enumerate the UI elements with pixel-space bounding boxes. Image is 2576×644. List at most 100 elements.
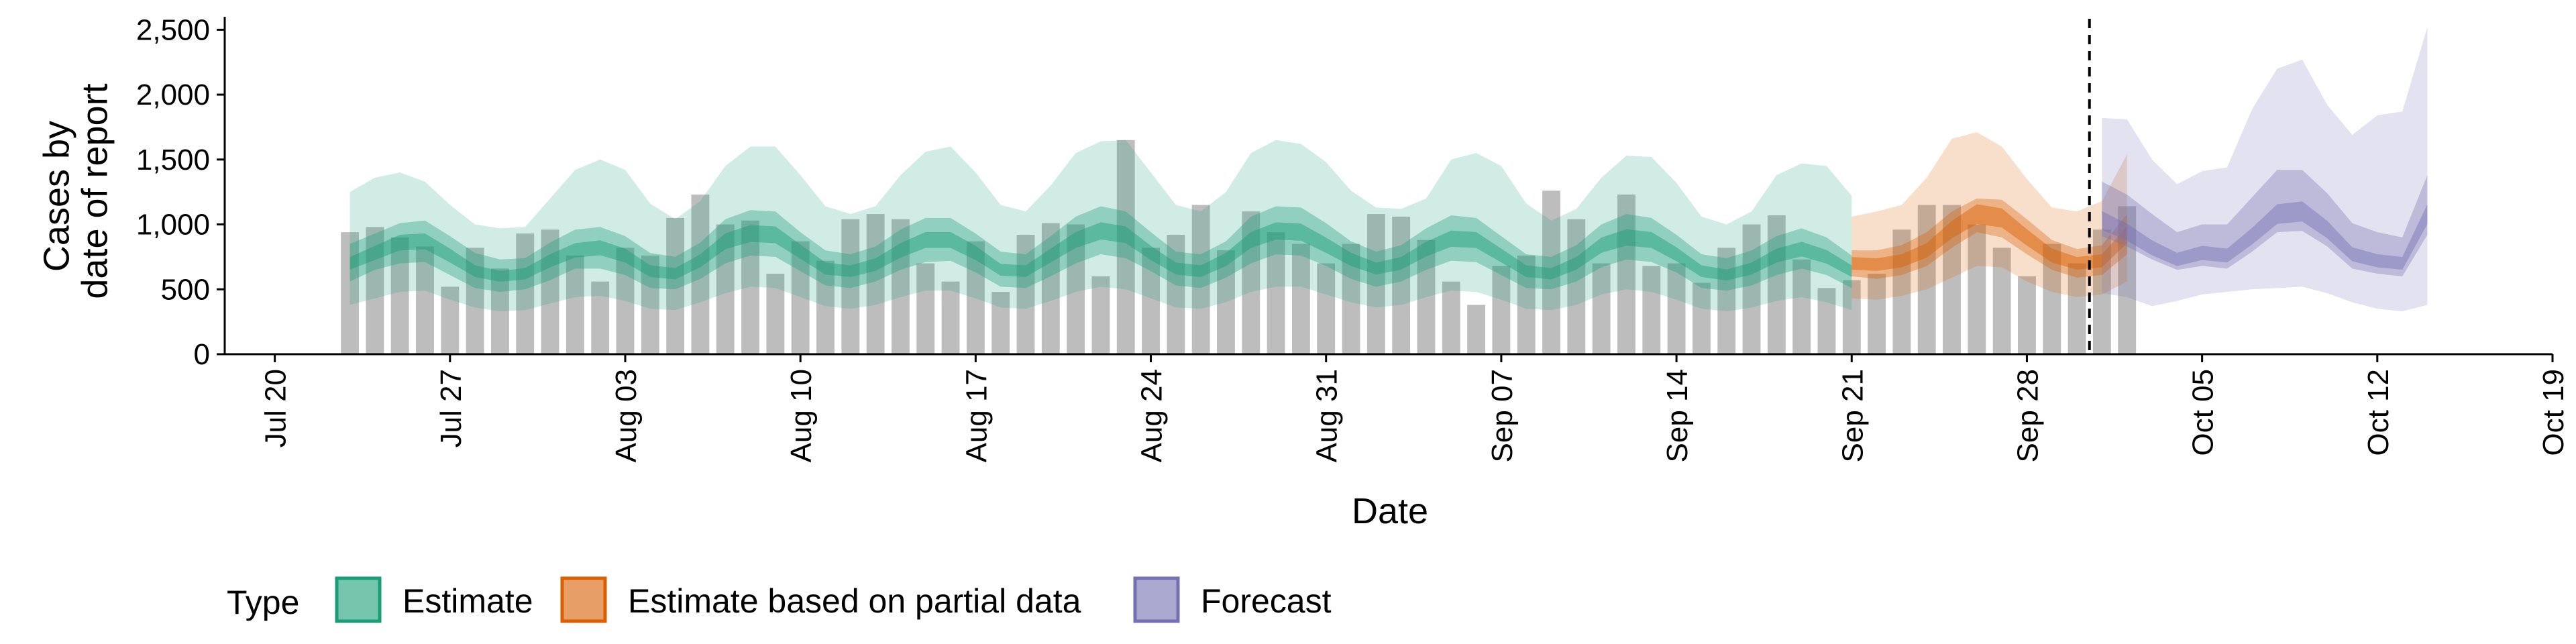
y-tick-label: 2,000 (136, 78, 210, 111)
x-tick-label: Aug 03 (610, 369, 643, 462)
x-tick-label: Jul 27 (435, 369, 468, 447)
y-axis-title-line-2: date of report (74, 83, 115, 299)
case-bar (941, 281, 960, 354)
case-bar (1692, 282, 1711, 354)
case-bar (1892, 229, 1911, 354)
case-bar (1868, 274, 1886, 354)
case-bar (1792, 259, 1811, 354)
case-bar (841, 219, 860, 354)
case-bar (1742, 224, 1761, 354)
legend-key-estimate (335, 576, 382, 623)
case-bar (591, 281, 610, 354)
case-bar (341, 232, 359, 354)
case-bar (2118, 206, 2137, 354)
y-tick-label: 2,500 (136, 13, 210, 46)
legend-label-partial: Estimate based on partial data (628, 582, 1081, 620)
case-bar (1067, 224, 1085, 354)
case-bar (1366, 214, 1385, 354)
case-bar (791, 241, 810, 354)
x-tick-label: Sep 28 (2011, 369, 2044, 462)
case-bar (416, 246, 434, 354)
case-bar (1291, 244, 1310, 354)
case-bar (1116, 140, 1135, 355)
case-bar (1091, 276, 1110, 354)
series-1 (1851, 132, 2127, 300)
case-bar (466, 248, 484, 354)
case-bar (1542, 191, 1560, 354)
case-bar (390, 237, 409, 354)
case-bar (541, 229, 559, 354)
y-tick-label: 500 (161, 273, 210, 306)
case-bar (1342, 244, 1360, 354)
case-bar (891, 219, 910, 354)
case-bar (1191, 205, 1210, 354)
x-tick-label: Oct 19 (2537, 369, 2570, 456)
estimate-bands (350, 27, 2428, 312)
case-bar (991, 292, 1010, 354)
case-bar (1592, 263, 1611, 354)
case-bar (1041, 223, 1060, 354)
case-bar (1968, 224, 1986, 354)
x-tick-label: Sep 14 (1661, 369, 1694, 462)
ribbon-q05-q95 (2102, 27, 2428, 312)
median-band (1851, 204, 2127, 271)
case-bar (1242, 211, 1260, 354)
case-bar (1492, 266, 1511, 354)
legend-title: Type (227, 584, 299, 621)
ribbon-q05-q95 (1851, 132, 2127, 300)
y-axis-title-line-1: Cases by (37, 121, 77, 272)
ribbon-q25-q75 (350, 206, 1852, 292)
case-bar (1167, 235, 1185, 354)
case-bar (1567, 219, 1586, 354)
ribbon-q25-q75 (2102, 170, 2428, 276)
case-bar (766, 274, 785, 354)
case-bar (2092, 229, 2111, 354)
x-tick-label: Oct 05 (2187, 369, 2220, 456)
case-bar (1442, 281, 1460, 354)
legend-key-partial (560, 576, 607, 623)
case-bar (1317, 263, 1336, 354)
x-tick-label: Aug 10 (785, 369, 818, 462)
case-bar (566, 255, 584, 354)
y-tick-label: 1,500 (136, 144, 210, 176)
case-bar (2068, 263, 2086, 354)
case-bar (491, 268, 509, 354)
y-axis-title: Cases by date of report (37, 83, 115, 299)
case-bar (1217, 250, 1235, 354)
x-tick-label: Sep 07 (1486, 369, 1519, 462)
case-bar (691, 195, 710, 354)
legend-label-forecast: Forecast (1201, 582, 1332, 620)
median-band (350, 222, 1852, 282)
case-bar (1817, 288, 1836, 354)
x-tick-label: Sep 21 (1836, 369, 1869, 462)
y-tick-label: 0 (194, 338, 210, 371)
series-2 (2102, 27, 2428, 312)
median-band (2102, 201, 2428, 270)
legend: Type Estimate Estimate based on partial … (227, 576, 1332, 623)
ribbon-q05-q95 (350, 140, 1852, 312)
case-bar (641, 255, 659, 354)
case-bar (1717, 248, 1736, 354)
x-tick-label: Jul 20 (260, 369, 292, 447)
case-bar (516, 233, 535, 354)
case-bar (1142, 248, 1160, 354)
case-bar (1517, 255, 1536, 354)
case-bar (1467, 305, 1486, 354)
x-tick-label: Aug 17 (960, 369, 993, 462)
x-tick-label: Aug 31 (1311, 369, 1344, 462)
case-bar (1267, 232, 1285, 354)
case-bar (2043, 244, 2061, 354)
y-tick-label: 1,000 (136, 209, 210, 241)
reported-cases-bars (341, 140, 2137, 355)
case-bar (1917, 205, 1936, 354)
case-bar (866, 214, 885, 354)
case-bar (1667, 263, 1686, 354)
case-bar (616, 248, 635, 354)
case-bar (441, 286, 460, 354)
case-bar (1642, 266, 1661, 354)
case-bar (916, 263, 935, 354)
legend-key-forecast (1133, 576, 1180, 623)
axes: 0 500 1,000 1,500 2,000 2,500 Jul 20 Jul 27 Aug … (136, 13, 2570, 462)
case-bar (366, 227, 384, 354)
